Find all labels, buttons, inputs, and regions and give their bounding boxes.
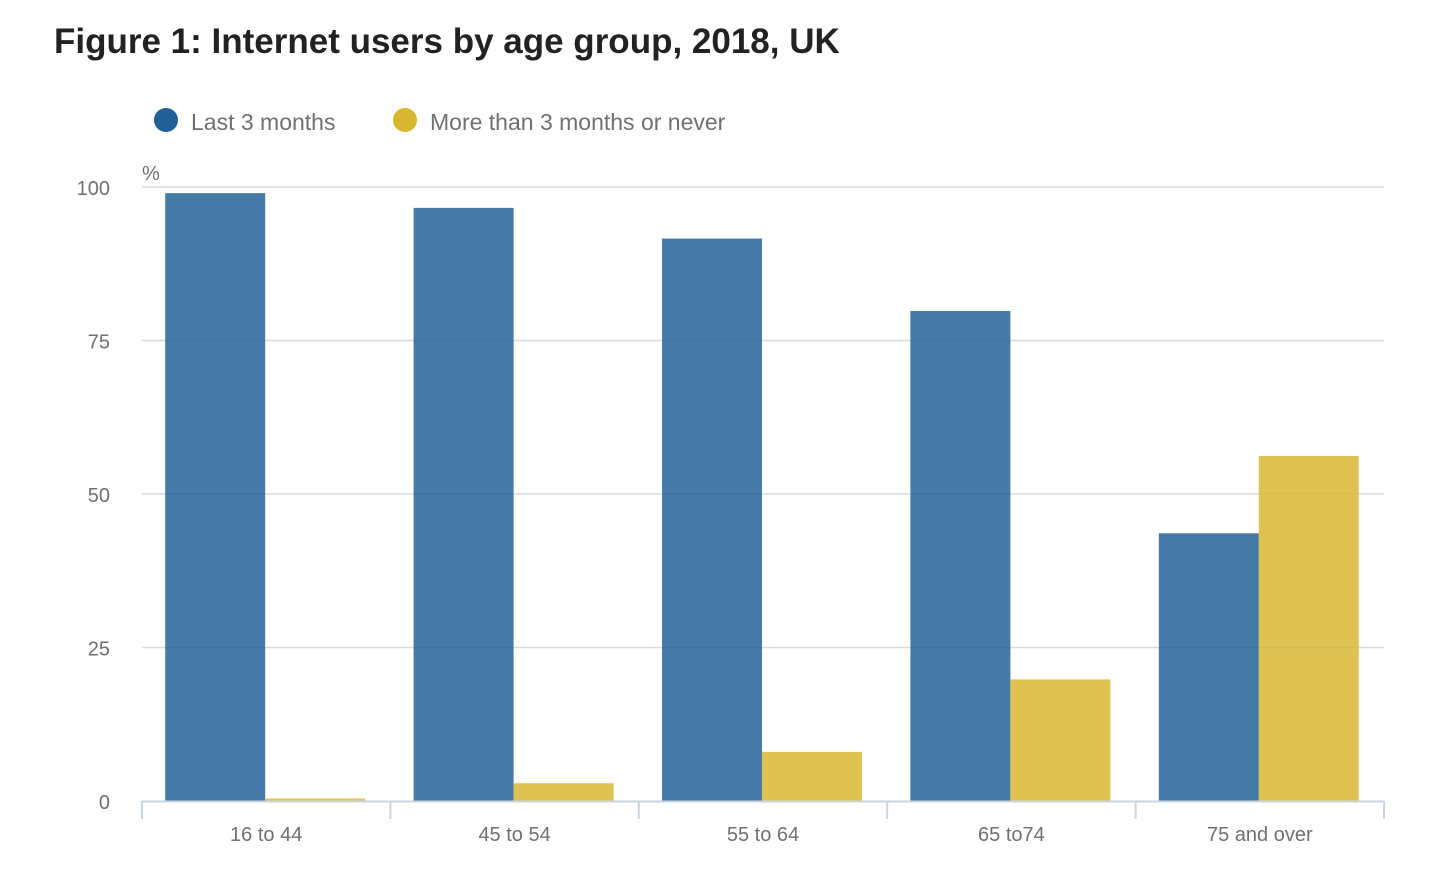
bar-last-3-months	[413, 207, 514, 802]
bar-more-than-3-months	[1010, 679, 1111, 801]
bar-last-3-months	[1158, 533, 1259, 801]
x-tick-label: 75 and over	[1207, 824, 1313, 846]
y-tick-label: 0	[99, 792, 110, 814]
y-tick-label: 25	[88, 639, 110, 661]
bar-last-3-months	[662, 238, 762, 802]
legend-swatch	[393, 108, 417, 132]
bars	[165, 193, 1359, 802]
bar-more-than-3-months	[513, 783, 614, 801]
x-tick-label: 45 to 54	[478, 824, 550, 846]
legend-label: Last 3 months	[191, 109, 335, 135]
legend-swatch	[154, 108, 178, 132]
x-tick-label: 65 to74	[978, 824, 1045, 846]
legend: Last 3 months More than 3 months or never	[154, 108, 726, 135]
y-tick-label: 75	[88, 332, 110, 354]
y-axis-label: %	[142, 163, 160, 185]
legend-label: More than 3 months or never	[430, 109, 726, 135]
x-tick-label: 55 to 64	[727, 824, 799, 846]
bar-last-3-months	[165, 193, 266, 801]
x-tick-label: 16 to 44	[230, 824, 302, 846]
y-tick-label: 100	[77, 178, 110, 200]
bar-more-than-3-months	[1258, 455, 1359, 801]
bar-last-3-months	[910, 311, 1011, 801]
x-axis: 16 to 44 45 to 54 55 to 64 65 to74 75 and ov…	[141, 800, 1385, 846]
chart-title: Figure 1: Internet users by age group, 2…	[54, 22, 840, 61]
y-tick-label: 50	[88, 485, 110, 507]
bar-more-than-3-months	[265, 798, 366, 801]
bar-more-than-3-months	[762, 751, 862, 801]
